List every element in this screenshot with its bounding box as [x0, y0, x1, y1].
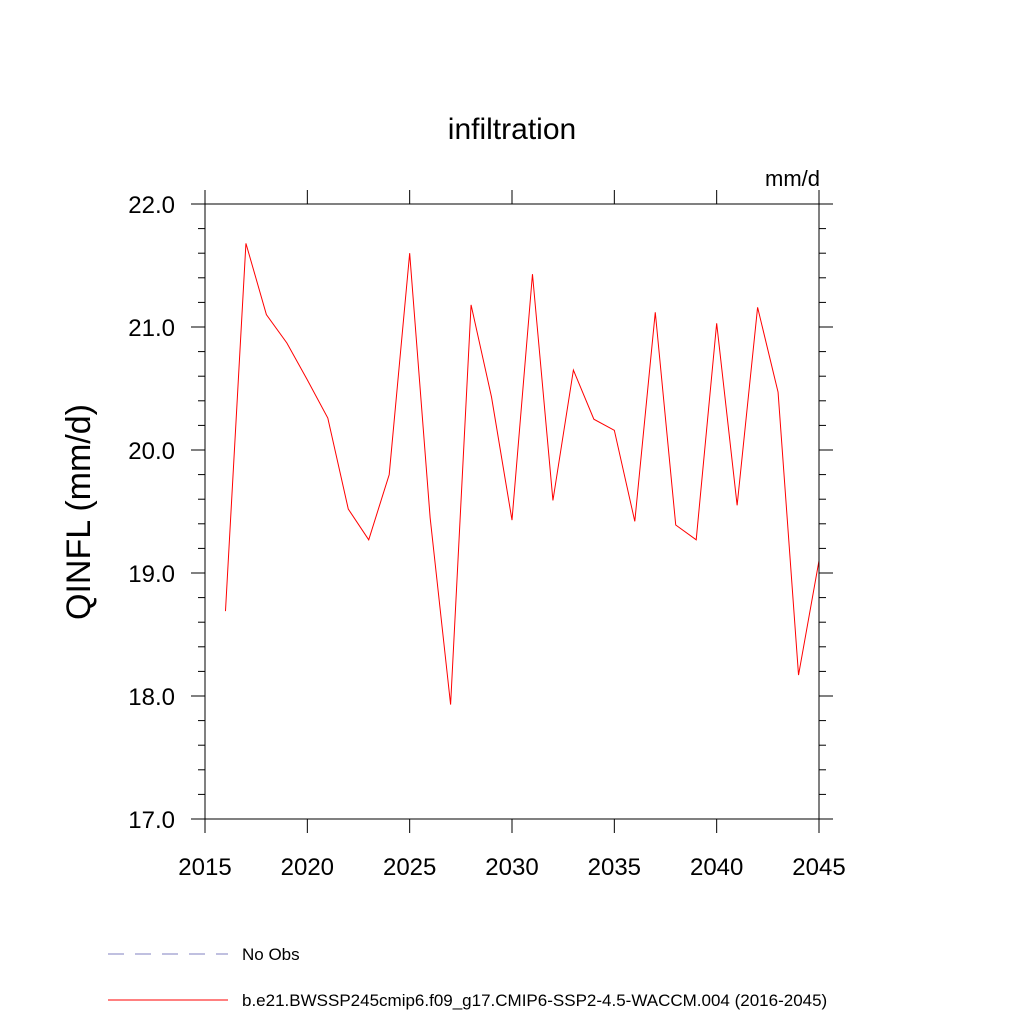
units-label: mm/d	[765, 166, 820, 191]
x-tick-label: 2020	[281, 854, 334, 881]
y-axis-label: QINFL (mm/d)	[60, 404, 98, 620]
x-tick-label: 2040	[690, 854, 743, 881]
data-point	[327, 418, 328, 419]
data-point	[716, 323, 717, 324]
y-tick-labels: 17.0 18.0 19.0 20.0 21.0 22.0	[128, 192, 175, 834]
data-point	[512, 520, 513, 521]
data-point	[450, 704, 451, 705]
x-tick-label: 2015	[178, 854, 231, 881]
data-point	[225, 611, 226, 612]
data-point	[409, 253, 410, 254]
y-tick-label: 22.0	[128, 192, 175, 219]
data-point	[368, 539, 369, 540]
data-point	[655, 312, 656, 313]
data-point	[778, 392, 779, 393]
data-point	[491, 397, 492, 398]
x-tick-labels: 2015 2020 2025 2030 2035 2040 2045	[178, 854, 845, 881]
data-point	[696, 539, 697, 540]
data-point	[532, 274, 533, 275]
x-tick-label: 2025	[383, 854, 436, 881]
legend-label-no-obs: No Obs	[242, 945, 300, 964]
data-point	[266, 314, 267, 315]
legend: No Obs b.e21.BWSSP245cmip6.f09_g17.CMIP6…	[108, 945, 827, 1010]
data-point	[552, 500, 553, 501]
data-point	[245, 243, 246, 244]
data-point	[634, 521, 635, 522]
x-tick-label: 2045	[792, 854, 845, 881]
data-point	[614, 430, 615, 431]
y-tick-label: 20.0	[128, 438, 175, 465]
major-ticks	[191, 190, 833, 833]
data-point	[389, 474, 390, 475]
chart-title: infiltration	[448, 113, 576, 146]
plot-frame	[204, 203, 820, 820]
series-line	[224, 243, 820, 705]
data-point	[348, 509, 349, 510]
data-point	[798, 675, 799, 676]
data-point	[286, 342, 287, 343]
y-tick-label: 18.0	[128, 684, 175, 711]
y-tick-label: 21.0	[128, 315, 175, 342]
data-point	[573, 370, 574, 371]
x-tick-label: 2030	[485, 854, 538, 881]
data-point	[593, 419, 594, 420]
minor-ticks	[198, 228, 826, 795]
data-point	[471, 304, 472, 305]
x-tick-label: 2035	[588, 854, 641, 881]
data-point	[737, 505, 738, 506]
legend-label-model: b.e21.BWSSP245cmip6.f09_g17.CMIP6-SSP2-4…	[242, 991, 827, 1010]
series-lines	[224, 243, 820, 705]
data-point	[307, 379, 308, 380]
y-tick-label: 17.0	[128, 807, 175, 834]
y-tick-label: 19.0	[128, 561, 175, 588]
data-point	[675, 525, 676, 526]
data-points	[225, 243, 820, 705]
data-point	[757, 307, 758, 308]
data-point	[430, 517, 431, 518]
